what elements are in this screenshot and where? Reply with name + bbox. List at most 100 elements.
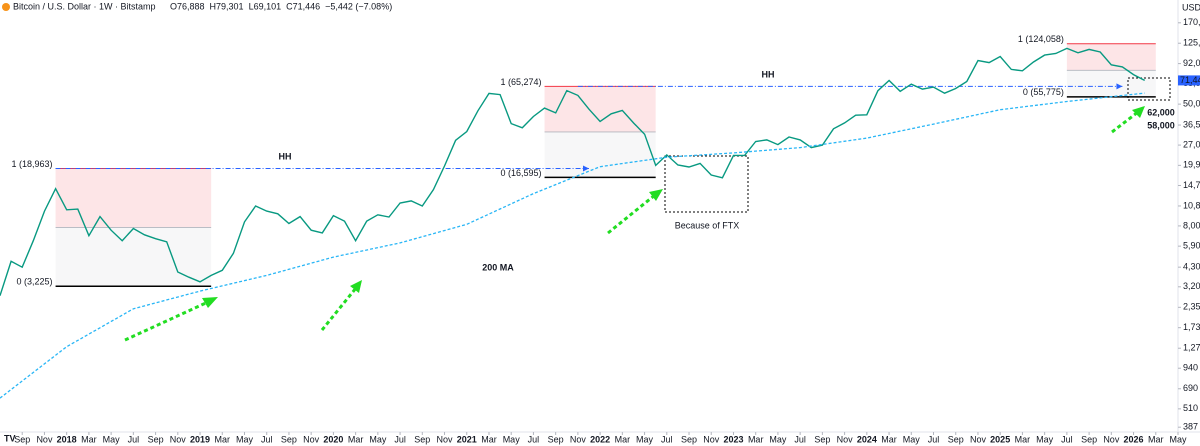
hh-arrow (583, 165, 589, 172)
x-tick-label: Mar (81, 434, 97, 444)
logo: TV (4, 433, 16, 443)
x-tick-label: May (769, 434, 787, 444)
y-tick-label: 27,000 (1183, 139, 1200, 149)
fib-lower (544, 131, 656, 178)
x-tick-label: Nov (970, 434, 987, 444)
x-tick-label: Sep (281, 434, 297, 444)
fib-low-label: 0 (55,775) (1023, 87, 1064, 97)
y-tick-label: 1,730 (1183, 322, 1200, 332)
x-tick-label: Sep (681, 434, 697, 444)
x-tick-label: Nov (437, 434, 454, 444)
ohlc-value: −5,442 (−7.08%) (325, 1, 392, 11)
ohlc-value: O76,888 (170, 1, 205, 11)
x-tick-label: May (503, 434, 521, 444)
price-line (0, 47, 1146, 296)
x-tick-label: Mar (348, 434, 364, 444)
x-tick-label: Mar (748, 434, 764, 444)
arrow-heads (202, 106, 1145, 308)
x-tick-label: May (636, 434, 654, 444)
arrow (1111, 110, 1139, 134)
target-box (1127, 77, 1171, 101)
x-tick-label: Sep (814, 434, 830, 444)
x-tick-label: May (369, 434, 387, 444)
y-tick-label: 1,270 (1183, 343, 1200, 353)
x-tick-label: 2023 (723, 434, 743, 444)
fib-lower (1066, 70, 1156, 97)
y-tick-label: 387 (1183, 422, 1198, 432)
annotation: 62,000 (1147, 107, 1175, 117)
x-tick-label: Sep (548, 434, 564, 444)
chart-title: Bitcoin / U.S. Dollar · 1W · Bitstamp (13, 1, 156, 11)
x-tick-label: Jul (1061, 434, 1073, 444)
x-tick-label: Sep (148, 434, 164, 444)
arrow (124, 300, 209, 342)
y-tick-label: 940 (1183, 363, 1198, 373)
annotation: 200 MA (482, 262, 514, 272)
x-tick-label: Jul (661, 434, 673, 444)
arrow (320, 287, 358, 331)
arrow-head (350, 280, 362, 293)
moving-average (0, 92, 1145, 399)
y-tick-label: 50,000 (1183, 99, 1200, 109)
arrow (607, 193, 656, 235)
ohlc-value: H79,301 (210, 1, 244, 11)
x-tick-label: May (1036, 434, 1054, 444)
x-tick-label: 2019 (190, 434, 210, 444)
x-tick-label: Jul (528, 434, 540, 444)
y-tick-label: 10,800 (1183, 200, 1200, 210)
x-tick-label: Sep (1081, 434, 1097, 444)
y-tick-label: 2,350 (1183, 302, 1200, 312)
x-tick-label: 2022 (590, 434, 610, 444)
x-tick-label: Mar (1015, 434, 1031, 444)
annotation: HH (279, 151, 292, 161)
x-tick-label: Nov (36, 434, 53, 444)
fib-upper (55, 168, 212, 228)
x-tick-label: 2020 (323, 434, 343, 444)
fib-low-label: 0 (16,595) (501, 168, 542, 178)
y-tick-label: 5,900 (1183, 241, 1200, 251)
price-tag-bg (1178, 75, 1200, 86)
y-tick-label: 14,700 (1183, 180, 1200, 190)
x-tick-label: Sep (14, 434, 30, 444)
x-tick-label: 2018 (57, 434, 77, 444)
ohlc-value: C71,446 (286, 1, 320, 11)
x-tick-label: 2026 (1124, 434, 1144, 444)
y-tick-label: 36,500 (1183, 119, 1200, 129)
x-tick-label: Mar (881, 434, 897, 444)
price-tag: 71,446 (1180, 75, 1200, 85)
fib-low-label: 0 (3,225) (17, 277, 53, 287)
y-tick-label: 170,000 (1183, 17, 1200, 27)
x-tick-label: Nov (1103, 434, 1120, 444)
x-tick-label: Jul (794, 434, 806, 444)
y-tick-label: 125,000 (1183, 38, 1200, 48)
fib-high-label: 1 (65,274) (501, 77, 542, 87)
x-tick-label: Nov (703, 434, 720, 444)
x-tick-label: Sep (414, 434, 430, 444)
x-tick-label: Nov (837, 434, 854, 444)
x-tick-label: Jul (928, 434, 940, 444)
annotation: 58,000 (1147, 120, 1175, 130)
ohlc-value: L69,101 (249, 1, 282, 11)
x-tick-label: 2024 (857, 434, 877, 444)
x-tick-label: Mar (1148, 434, 1164, 444)
arrows (124, 110, 1139, 342)
x-tick-label: May (1169, 434, 1187, 444)
symbol-icon (2, 3, 10, 11)
y-tick-label: 8,000 (1183, 220, 1200, 230)
arrow-head (649, 189, 663, 201)
y-tick-label: 4,300 (1183, 262, 1200, 272)
x-tick-label: Jul (261, 434, 273, 444)
y-tick-label: 3,200 (1183, 281, 1200, 291)
x-tick-label: May (236, 434, 254, 444)
arrow-head (202, 297, 218, 308)
x-tick-label: Mar (215, 434, 231, 444)
x-tick-label: May (103, 434, 121, 444)
y-tick-label: 92,000 (1183, 58, 1200, 68)
fib-lower (55, 227, 212, 287)
x-tick-label: 2025 (990, 434, 1010, 444)
x-tick-label: Nov (303, 434, 320, 444)
y-tick-label: 19,900 (1183, 160, 1200, 170)
y-tick-label: 690 (1183, 383, 1198, 393)
